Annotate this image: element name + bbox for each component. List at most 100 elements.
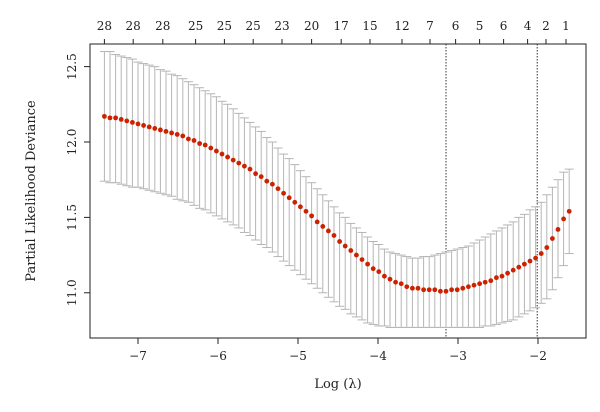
error-bar: [290, 164, 300, 271]
error-bar: [234, 112, 244, 229]
data-point: [398, 281, 404, 287]
error-bar: [391, 253, 401, 328]
x-tick-label: −7: [129, 349, 147, 363]
top-tick-label: 25: [246, 19, 261, 33]
error-bar: [363, 236, 373, 324]
error-bar: [284, 158, 294, 267]
top-tick-label: 12: [394, 19, 409, 33]
deviance-points: [102, 113, 572, 294]
data-point: [410, 285, 415, 291]
data-point: [264, 178, 270, 184]
data-point: [326, 228, 331, 234]
data-point: [432, 287, 438, 293]
error-bar: [189, 84, 199, 206]
data-point: [415, 285, 421, 291]
lambda-reference-lines: [445, 44, 538, 338]
data-point: [270, 181, 275, 187]
error-bar: [239, 117, 249, 233]
error-bar: [307, 182, 317, 285]
data-point: [387, 276, 393, 282]
error-bars: [99, 51, 574, 328]
top-tick-label: 4: [524, 19, 532, 33]
top-tick-label: 17: [334, 19, 349, 33]
data-point: [236, 160, 242, 166]
error-bar: [183, 81, 193, 203]
x-tick-label: −6: [209, 349, 227, 363]
error-bar: [318, 194, 328, 294]
error-bar: [368, 241, 378, 325]
error-bar: [374, 244, 384, 327]
data-point: [510, 267, 516, 273]
error-bar: [195, 87, 205, 209]
top-tick-label: 15: [362, 19, 377, 33]
x-tick-label: −3: [449, 349, 467, 363]
data-point: [516, 264, 522, 270]
error-bar: [295, 170, 305, 276]
error-bar: [379, 248, 389, 327]
top-tick-label: 1: [562, 19, 570, 33]
data-point: [466, 284, 471, 290]
data-point: [247, 166, 253, 172]
data-point: [180, 133, 186, 139]
top-tick-label: 28: [97, 19, 112, 33]
y-tick-label: 12.0: [65, 129, 79, 156]
error-bar: [385, 251, 395, 328]
top-tick-label: 2: [542, 19, 550, 33]
top-tick-label: 5: [476, 19, 484, 33]
data-point: [102, 113, 107, 119]
data-point: [303, 208, 309, 214]
data-point: [208, 145, 214, 151]
error-bar: [402, 256, 412, 328]
top-tick-label: 7: [426, 19, 434, 33]
plot-frame: [89, 43, 587, 339]
data-point: [494, 275, 499, 281]
error-bar: [279, 153, 289, 262]
top-tick-label: 6: [500, 19, 508, 33]
error-bar: [172, 75, 182, 200]
x-axis-label: Log (λ): [314, 377, 361, 392]
data-point: [421, 287, 426, 293]
data-point: [443, 288, 449, 294]
data-point: [124, 118, 130, 124]
data-point: [298, 204, 303, 210]
data-point: [113, 115, 118, 121]
data-point: [348, 248, 354, 253]
data-point: [309, 213, 314, 219]
data-point: [118, 116, 124, 122]
x-axis-ticks: −7 −6 −5 −4 −3 −2: [129, 338, 547, 363]
data-point: [527, 258, 533, 264]
error-bar: [228, 108, 238, 226]
data-point: [482, 279, 488, 285]
top-tick-label: 28: [155, 19, 170, 33]
data-point: [561, 216, 566, 222]
data-point: [555, 227, 561, 232]
error-bar: [329, 206, 339, 303]
data-point: [197, 141, 203, 146]
data-point: [191, 138, 197, 143]
data-point: [281, 190, 286, 196]
error-bar: [245, 121, 255, 236]
data-point: [242, 163, 247, 169]
data-point: [393, 279, 398, 285]
data-point: [370, 266, 376, 272]
data-point: [214, 148, 219, 154]
error-bar: [340, 216, 350, 310]
y-axis-label: Partial Likelihood Deviance: [24, 100, 39, 282]
error-bar: [178, 78, 188, 202]
data-point: [331, 233, 337, 238]
data-point: [158, 127, 163, 133]
y-axis-ticks: 11.0 11.5 12.0 12.5: [65, 53, 90, 306]
data-point: [174, 132, 180, 137]
error-bar: [200, 90, 210, 211]
error-bar: [312, 188, 322, 289]
top-tick-label: 23: [274, 19, 289, 33]
data-point: [202, 142, 208, 148]
x-tick-label: −4: [369, 349, 387, 363]
y-tick-label: 12.5: [65, 53, 79, 80]
error-bar: [323, 200, 333, 298]
error-bar: [301, 176, 311, 280]
data-point: [354, 252, 359, 258]
error-bar: [262, 136, 272, 249]
